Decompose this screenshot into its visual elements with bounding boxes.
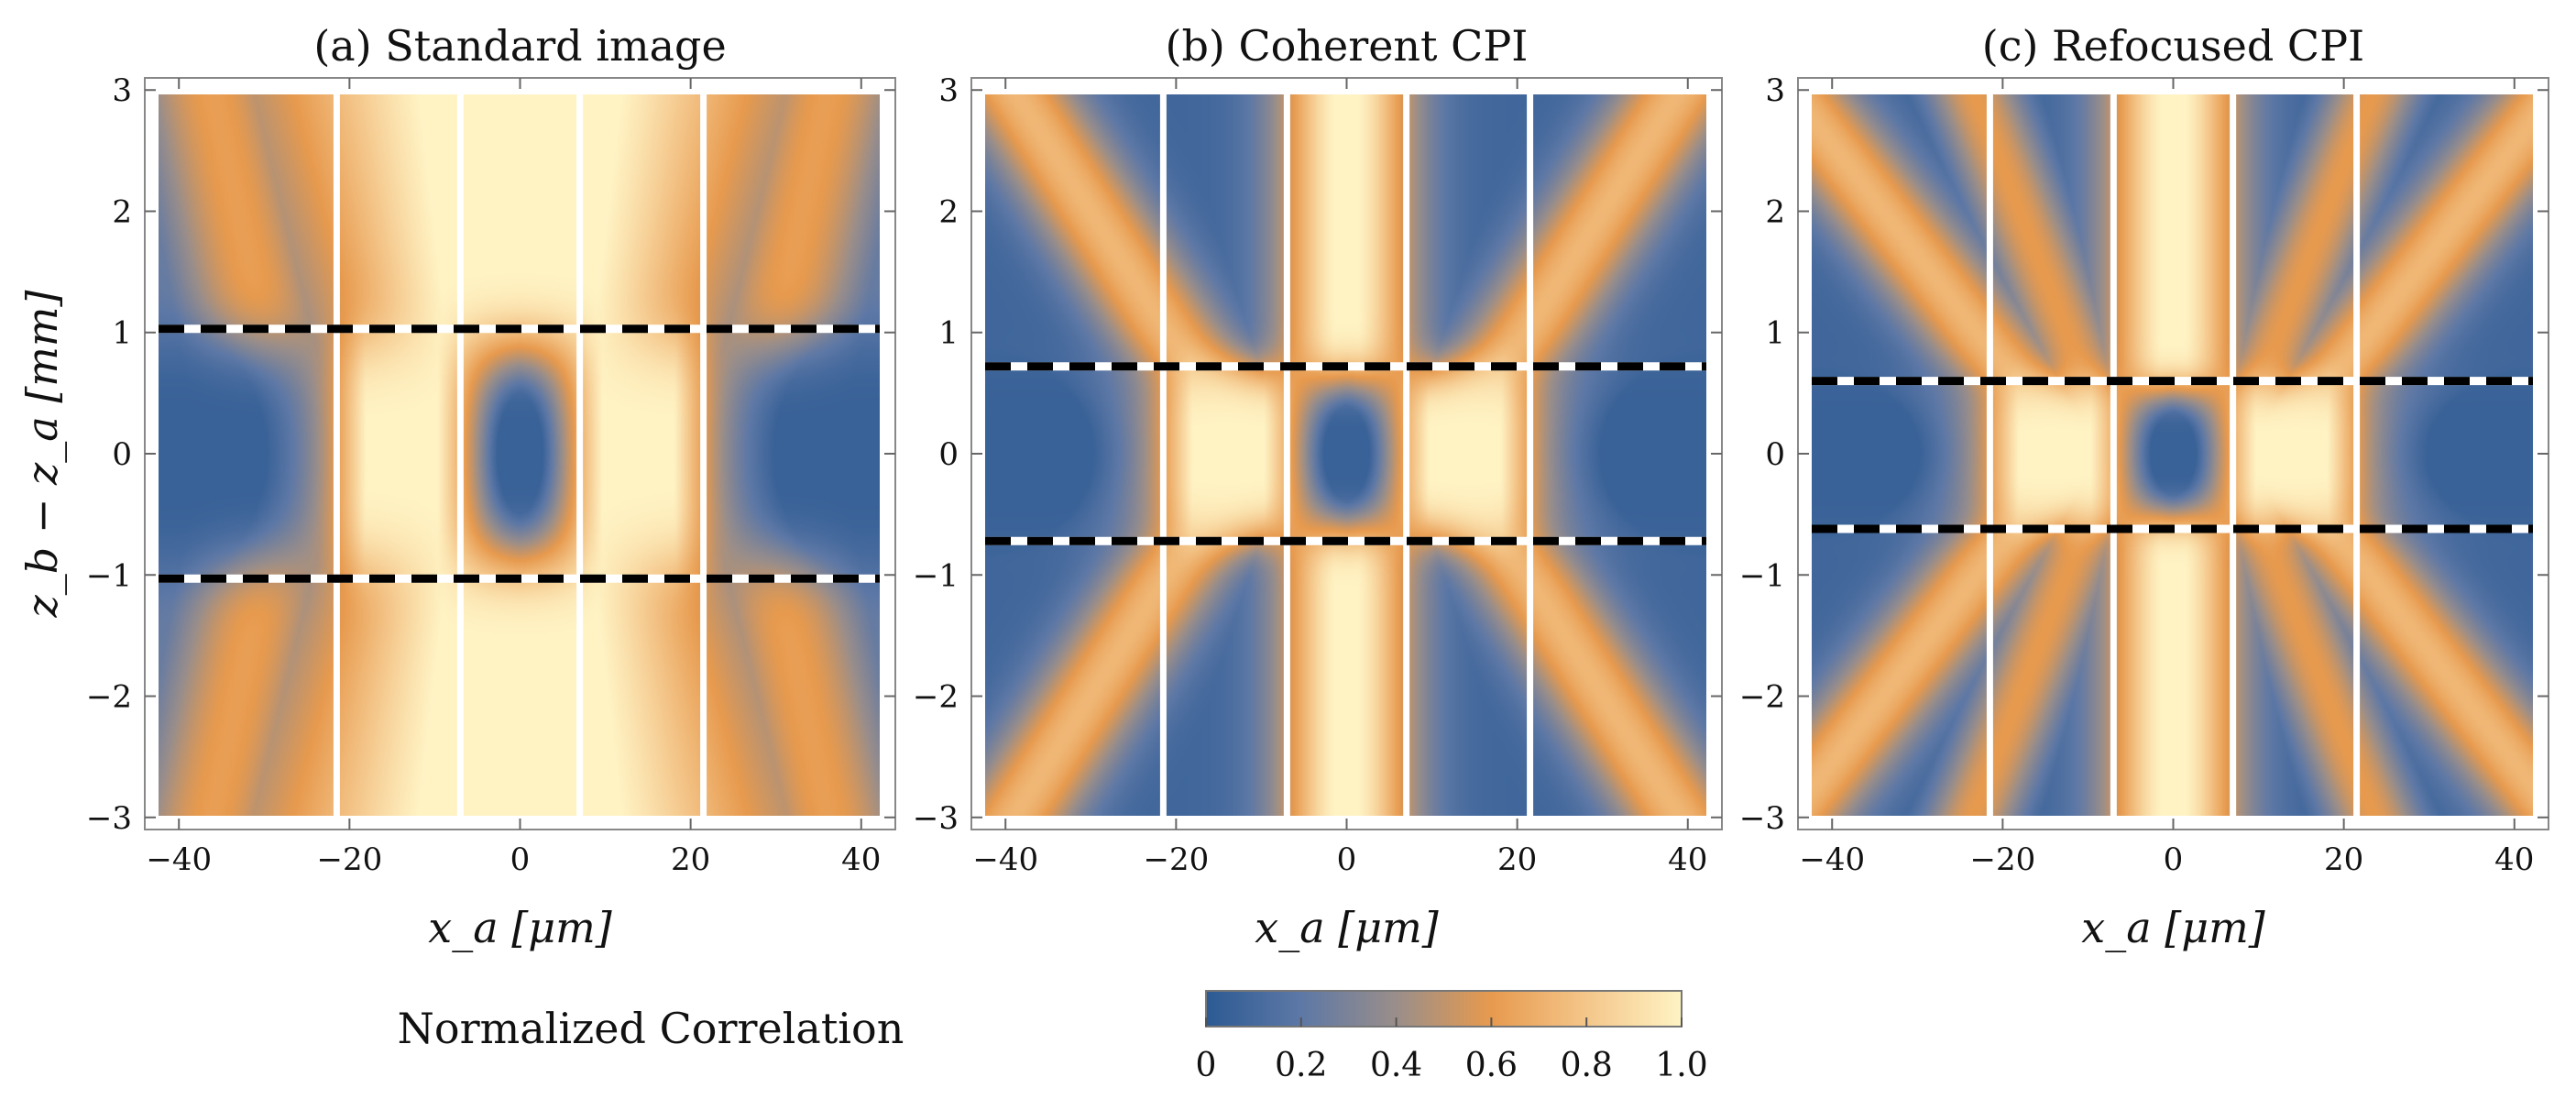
x-tick-label: 20: [671, 841, 710, 878]
y-tick-label: −3: [1739, 800, 1785, 837]
panel-a: −40 −20 0 20 40 −3 −2 −1 0 1 2 3 (a) Standard image x…: [17, 21, 896, 952]
y-tick-label: −2: [1739, 679, 1785, 716]
y-tick-label: 2: [1765, 193, 1785, 230]
y-tick-label: −3: [913, 800, 959, 837]
panel-b: −40 −20 0 20 40 −3 −2 −1 0 1 2 3 (b) Coherent CPI x_a…: [913, 21, 1723, 952]
y-tick-label: −1: [1739, 557, 1785, 594]
y-axis-label: z_b − z_a [mm]: [17, 291, 67, 619]
x-tick-label: −40: [972, 841, 1038, 878]
colorbar-title: Normalized Correlation: [398, 1004, 904, 1053]
heatmap-image: [1812, 94, 2533, 816]
x-tick-label: 20: [2324, 841, 2363, 878]
y-tick-label: −1: [913, 557, 959, 594]
colorbar-tick-label: 0: [1196, 1047, 1217, 1084]
x-tick-label: 0: [2164, 841, 2184, 878]
colorbar-gradient: [1205, 990, 1683, 1028]
x-tick-label: −20: [1143, 841, 1209, 878]
x-tick-label: −20: [1969, 841, 2035, 878]
colorbar-tick-label: 1.0: [1655, 1047, 1707, 1084]
x-axis-label: x_a [μm]: [1255, 903, 1438, 952]
colorbar-tick-label: 0.4: [1370, 1047, 1422, 1084]
y-tick-label: −1: [86, 557, 132, 594]
colorbar: 0 0.2 0.4 0.6 0.8 1.0 Normalized Correlation: [398, 990, 1708, 1084]
colorbar-tick-label: 0.8: [1561, 1047, 1613, 1084]
y-tick-label: 1: [112, 315, 132, 352]
colorbar-tick-label: 0.6: [1465, 1047, 1518, 1084]
x-tick-label: 40: [841, 841, 881, 878]
y-tick-label: 1: [1765, 315, 1785, 352]
y-tick-label: 0: [1765, 436, 1785, 473]
x-tick-label: 40: [1668, 841, 1707, 878]
y-tick-label: 0: [112, 436, 132, 473]
x-tick-label: 40: [2494, 841, 2534, 878]
x-tick-label: −40: [146, 841, 212, 878]
x-axis-label: x_a [μm]: [428, 903, 611, 952]
y-tick-label: 3: [112, 72, 132, 109]
panel-title: (b) Coherent CPI: [1166, 21, 1529, 71]
y-tick-label: 1: [938, 315, 959, 352]
x-tick-label: −20: [316, 841, 382, 878]
heatmap-image: [985, 94, 1706, 816]
y-tick-label: 3: [1765, 72, 1785, 109]
panel-c: −40 −20 0 20 40 −3 −2 −1 0 1 2 3 (c) Refocused CPI x_…: [1739, 21, 2549, 952]
x-tick-label: 0: [510, 841, 531, 878]
x-tick-label: 20: [1497, 841, 1537, 878]
x-tick-label: 0: [1337, 841, 1357, 878]
heatmap-image: [159, 94, 880, 816]
panel-title: (a) Standard image: [313, 21, 726, 71]
panel-title: (c) Refocused CPI: [1982, 21, 2364, 71]
y-tick-label: −3: [86, 800, 132, 837]
colorbar-tick-label: 0.2: [1275, 1047, 1327, 1084]
y-tick-label: 2: [112, 193, 132, 230]
y-tick-label: 3: [938, 72, 959, 109]
x-axis-label: x_a [μm]: [2081, 903, 2264, 952]
y-tick-label: −2: [913, 679, 959, 716]
y-tick-label: −2: [86, 679, 132, 716]
y-tick-label: 2: [938, 193, 959, 230]
x-tick-label: −40: [1799, 841, 1865, 878]
y-tick-label: 0: [938, 436, 959, 473]
